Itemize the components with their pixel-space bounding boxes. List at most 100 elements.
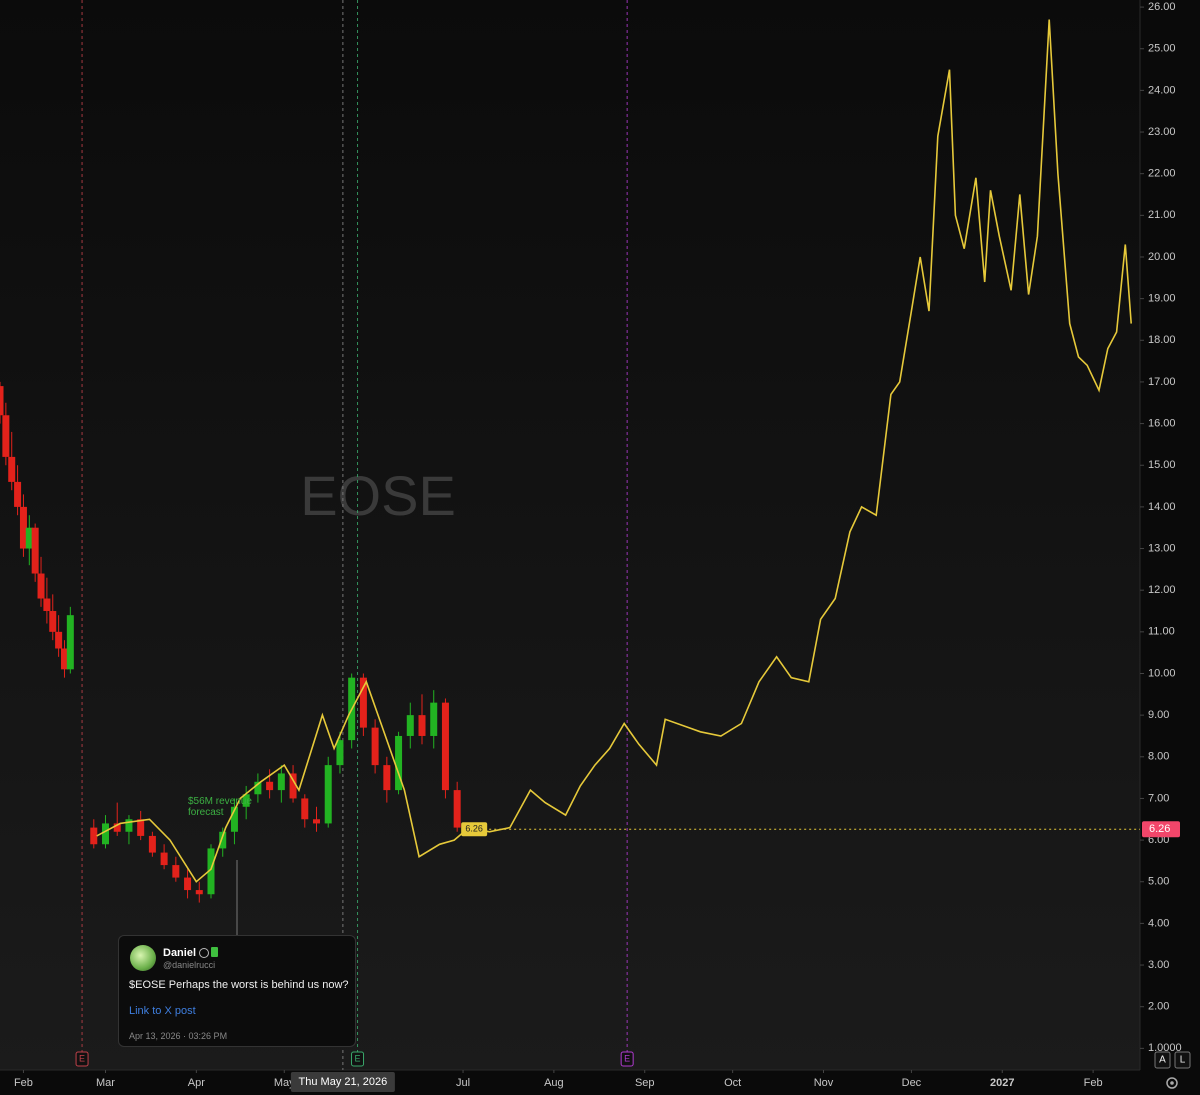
candle-body	[60, 648, 68, 670]
x-tick-label: Sep	[635, 1077, 655, 1089]
x-tick-label: Jul	[456, 1077, 470, 1089]
x-tick-label: Feb	[14, 1077, 33, 1089]
annotation: $56M revenue forecast	[188, 796, 252, 818]
candle-body	[184, 877, 192, 891]
x-tick-label: Apr	[188, 1077, 205, 1089]
candle-body	[66, 615, 74, 670]
candle-body	[2, 415, 10, 457]
y-tick-label: 14.00	[1148, 501, 1176, 513]
x-tick-label: May	[274, 1077, 295, 1089]
y-tick-label: 3.00	[1148, 959, 1169, 971]
event-badge	[351, 1051, 365, 1067]
post-text: $EOSE Perhaps the worst is behind us now…	[129, 979, 349, 991]
y-tick-label: 21.00	[1148, 209, 1176, 221]
post-timestamp: Apr 13, 2026 · 03:26 PM	[129, 1031, 228, 1041]
candle-body	[31, 527, 39, 574]
candle-body	[336, 740, 344, 766]
settings-button[interactable]	[1166, 1077, 1178, 1089]
time-axis	[0, 1070, 1140, 1095]
candle-body	[207, 848, 215, 895]
y-tick-label: 8.00	[1148, 751, 1169, 763]
x-tick-label: Aug	[544, 1077, 564, 1089]
y-tick-label: 7.00	[1148, 792, 1169, 804]
event-badge	[620, 1051, 634, 1067]
scale-button[interactable]	[1174, 1051, 1191, 1069]
y-tick-label: 9.00	[1148, 709, 1169, 721]
y-tick-label: 15.00	[1148, 459, 1176, 471]
y-tick-label: 10.00	[1148, 667, 1176, 679]
y-tick-label: 1.0000	[1148, 1042, 1182, 1054]
candle-body	[289, 773, 297, 799]
y-tick-label: 2.00	[1148, 1001, 1169, 1013]
scale-button[interactable]	[1154, 1051, 1171, 1069]
crosshair-label-box	[290, 1072, 395, 1092]
candle-body	[230, 806, 238, 832]
overlay-line	[96, 19, 1132, 883]
y-tick-label: 16.00	[1148, 417, 1176, 429]
last-price-axis-tag	[1142, 821, 1180, 838]
y-tick-label: 17.00	[1148, 376, 1176, 388]
y-tick-label: 19.00	[1148, 293, 1176, 305]
candle-body	[90, 827, 98, 845]
last-price-tag-label: 6.26	[465, 824, 483, 834]
y-tick-label: 20.00	[1148, 251, 1176, 263]
y-tick-label: 23.00	[1148, 126, 1176, 138]
candle-body	[113, 823, 121, 832]
post-link[interactable]: Link to X post	[129, 1005, 196, 1017]
candle-body	[441, 702, 449, 791]
y-tick-label: 22.00	[1148, 168, 1176, 180]
candle-body	[49, 611, 57, 632]
y-tick-label: 26.00	[1148, 1, 1176, 13]
candle-body	[125, 819, 133, 832]
candle-body	[55, 631, 63, 649]
candle-body	[37, 573, 45, 599]
y-tick-label: 13.00	[1148, 542, 1176, 554]
post-card[interactable]: Daniel @danielrucci $EOSE Perhaps the wo…	[118, 935, 356, 1047]
candle-body	[359, 677, 367, 728]
y-tick-label: 18.00	[1148, 334, 1176, 346]
candle-body	[254, 781, 262, 795]
candle-body	[8, 456, 16, 482]
last-price-tag	[461, 822, 488, 837]
scale-button-label[interactable]: A	[1159, 1055, 1166, 1066]
candle-body	[313, 819, 321, 824]
plot-background	[0, 0, 1140, 1070]
x-tick-label: 2027	[990, 1077, 1014, 1089]
post-handle: @danielrucci	[163, 960, 216, 970]
event-label: E	[624, 1053, 630, 1063]
candle-body	[242, 794, 250, 807]
event-badge	[75, 1051, 89, 1067]
candle-body	[219, 831, 227, 849]
candle-body	[25, 527, 33, 549]
x-tick-label: Oct	[724, 1077, 741, 1089]
candle-body	[371, 727, 379, 766]
post-author: Daniel	[163, 947, 197, 959]
candle-body	[43, 598, 51, 612]
candle-body	[324, 765, 332, 824]
battery-icon	[211, 947, 218, 957]
settings-button-center	[1170, 1081, 1174, 1085]
candle-body	[406, 715, 414, 736]
y-tick-label: 11.00	[1148, 626, 1175, 638]
avatar	[130, 945, 156, 971]
candle-body	[266, 781, 274, 791]
candle-body	[14, 481, 22, 507]
candle-body	[430, 702, 438, 736]
candle-body	[453, 790, 461, 828]
candle-body	[102, 823, 110, 845]
y-tick-label: 12.00	[1148, 584, 1176, 596]
scale-button-label[interactable]: L	[1180, 1055, 1186, 1066]
price-axis	[1140, 0, 1200, 1095]
watermark: EOSE	[300, 464, 456, 527]
y-tick-label: 24.00	[1148, 84, 1176, 96]
candle-body	[172, 865, 180, 878]
candle-body	[195, 890, 203, 895]
candle-body	[395, 735, 403, 791]
crosshair-label: Thu May 21, 2026	[299, 1076, 388, 1088]
badge-icon	[199, 948, 209, 958]
candle-body	[277, 773, 285, 791]
event-label: E	[355, 1053, 361, 1063]
y-tick-label: 5.00	[1148, 876, 1169, 888]
last-price-axis-label: 6.26	[1149, 823, 1170, 835]
